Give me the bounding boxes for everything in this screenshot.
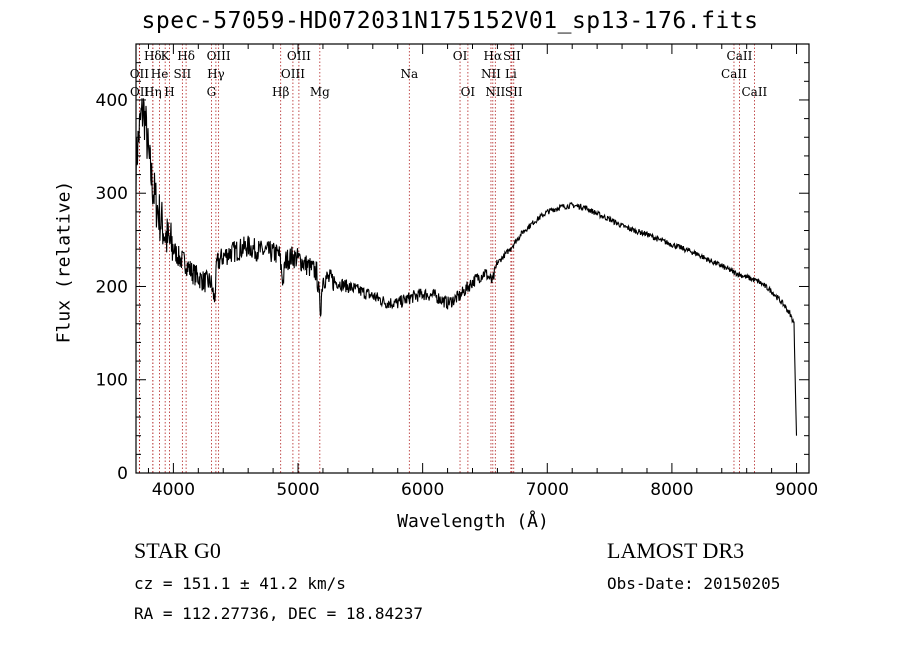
x-tick-label-2: 6000 bbox=[401, 480, 444, 500]
line-label-12: Hβ bbox=[272, 85, 289, 99]
line-label-9: OIII bbox=[207, 49, 231, 63]
line-label-21: Hα bbox=[484, 49, 503, 63]
x-tick-label-0: 4000 bbox=[152, 480, 195, 500]
x-tick-label-5: 9000 bbox=[775, 480, 818, 500]
ra-dec-coordinates: RA = 112.27736, DEC = 18.84237 bbox=[134, 604, 423, 623]
axis-ticks: 4000 5000 6000 7000 8000 9000 0 100 200 300 400 bbox=[96, 44, 818, 500]
line-label-3: He bbox=[151, 67, 169, 81]
object-class: STAR G0 bbox=[134, 538, 221, 563]
line-label-27: CaII bbox=[741, 85, 767, 99]
y-tick-label-3: 300 bbox=[96, 184, 128, 204]
line-label-5: K bbox=[161, 49, 171, 63]
line-label-6: H bbox=[164, 85, 174, 99]
survey-name: LAMOST DR3 bbox=[607, 538, 745, 563]
line-label-17: OI bbox=[453, 49, 468, 63]
line-label-24: SII bbox=[505, 85, 523, 99]
y-tick-label-0: 0 bbox=[117, 464, 128, 484]
line-label-14: OIII bbox=[287, 49, 311, 63]
flux-series-line bbox=[135, 98, 798, 436]
chart-title: spec-57059-HD072031N175152V01_sp13-176.f… bbox=[141, 8, 759, 34]
line-label-13: OIII bbox=[281, 67, 305, 81]
observation-date: Obs-Date: 20150205 bbox=[607, 574, 781, 593]
x-tick-label-3: 7000 bbox=[526, 480, 569, 500]
y-axis-label: Flux (relative) bbox=[53, 180, 75, 344]
line-label-4: Hη bbox=[144, 85, 162, 99]
line-label-26: CaII bbox=[727, 49, 753, 63]
line-label-22: Li bbox=[505, 67, 517, 81]
line-label-10: Hγ bbox=[207, 67, 225, 81]
line-label-16: Na bbox=[400, 67, 418, 81]
line-label-15: Mg bbox=[310, 85, 330, 99]
line-label-11: G bbox=[207, 85, 217, 99]
line-label-1: OII bbox=[130, 67, 150, 81]
line-label-7: SII bbox=[174, 67, 192, 81]
line-label-23: SII bbox=[503, 49, 521, 63]
line-label-0: Hδ bbox=[144, 49, 162, 63]
x-tick-label-4: 8000 bbox=[650, 480, 693, 500]
y-tick-label-2: 200 bbox=[96, 277, 128, 297]
redshift-cz: cz = 151.1 ± 41.2 km/s bbox=[134, 574, 346, 593]
line-label-18: OI bbox=[461, 85, 476, 99]
x-axis-label: Wavelength (Å) bbox=[397, 511, 549, 532]
line-label-20: NII bbox=[485, 85, 505, 99]
line-label-2: OII bbox=[130, 85, 150, 99]
line-label-19: NII bbox=[481, 67, 501, 81]
line-label-25: CaII bbox=[721, 67, 747, 81]
y-tick-label-4: 400 bbox=[96, 91, 128, 111]
line-label-8: Hδ bbox=[177, 49, 195, 63]
y-tick-label-1: 100 bbox=[96, 371, 128, 391]
x-tick-label-1: 5000 bbox=[276, 480, 319, 500]
